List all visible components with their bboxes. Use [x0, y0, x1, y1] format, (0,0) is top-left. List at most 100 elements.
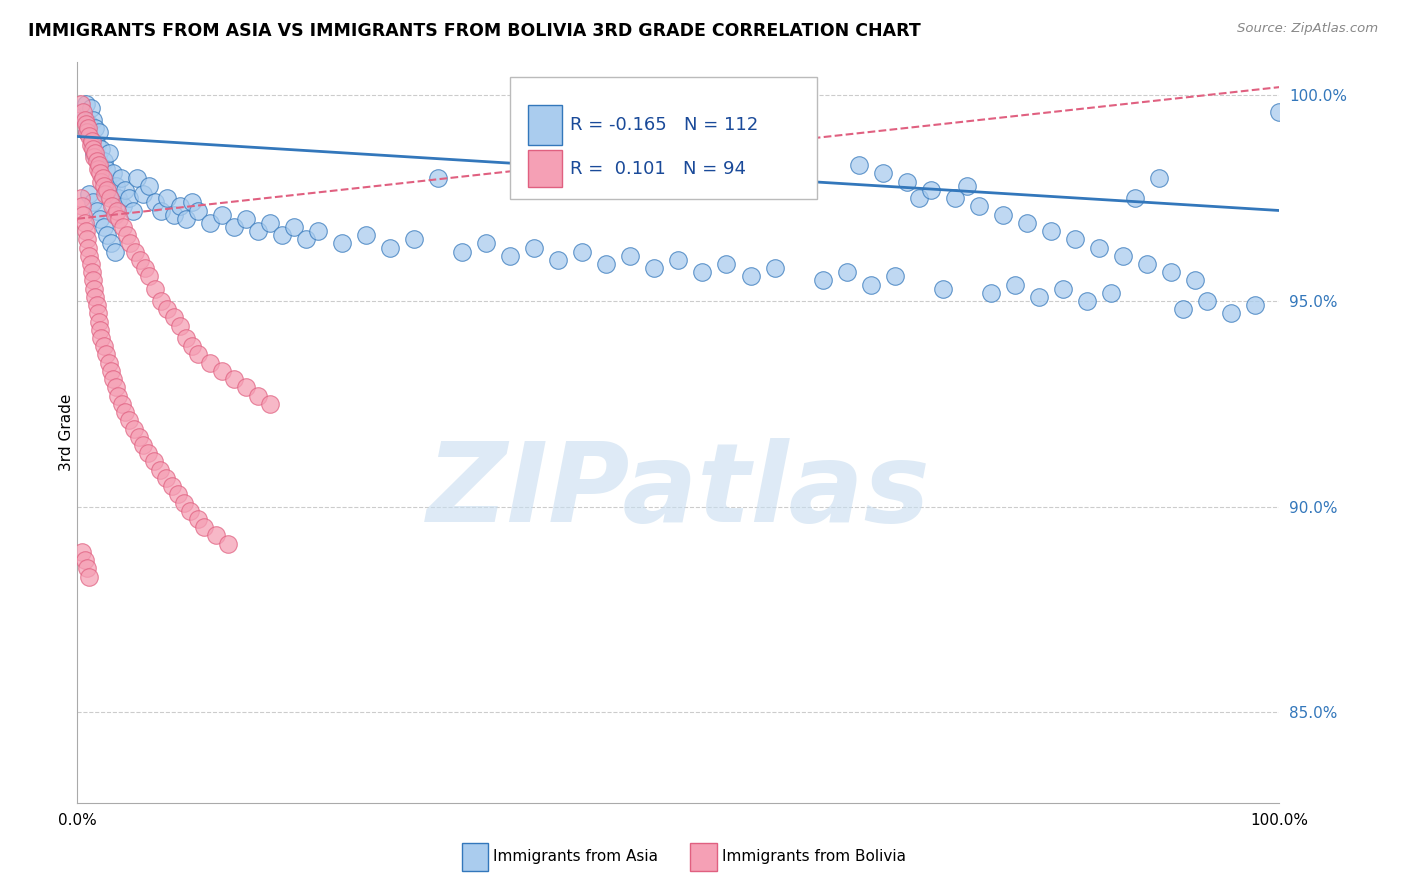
Point	[354, 228, 377, 243]
Point	[120, 236, 142, 251]
Point	[89, 166, 111, 180]
Point	[114, 183, 136, 197]
Point	[848, 158, 870, 172]
Point	[1244, 298, 1267, 312]
Point	[932, 282, 955, 296]
Point	[1220, 306, 1243, 320]
Point	[1173, 302, 1195, 317]
Point	[668, 252, 690, 267]
FancyBboxPatch shape	[529, 104, 562, 145]
Point	[111, 199, 134, 213]
Point	[547, 252, 569, 267]
Point	[70, 96, 93, 111]
Point	[475, 236, 498, 251]
Point	[103, 166, 125, 180]
Point	[811, 273, 834, 287]
Point	[86, 298, 108, 312]
Point	[162, 310, 184, 325]
Point	[643, 261, 665, 276]
Point	[75, 224, 97, 238]
FancyBboxPatch shape	[510, 78, 817, 200]
Point	[186, 512, 209, 526]
Point	[124, 244, 146, 259]
Point	[110, 170, 132, 185]
Point	[162, 208, 184, 222]
Point	[1160, 265, 1182, 279]
Point	[859, 277, 882, 292]
Point	[1197, 293, 1219, 308]
Point	[89, 211, 111, 226]
Point	[204, 528, 226, 542]
Point	[136, 446, 159, 460]
Point	[91, 170, 114, 185]
Point	[70, 545, 93, 559]
Text: IMMIGRANTS FROM ASIA VS IMMIGRANTS FROM BOLIVIA 3RD GRADE CORRELATION CHART: IMMIGRANTS FROM ASIA VS IMMIGRANTS FROM …	[28, 22, 921, 40]
Point	[72, 109, 94, 123]
Point	[198, 216, 221, 230]
Point	[115, 228, 138, 243]
Point	[1136, 257, 1159, 271]
Point	[73, 216, 96, 230]
Point	[87, 150, 110, 164]
Point	[103, 372, 125, 386]
Point	[104, 244, 127, 259]
Point	[330, 236, 353, 251]
Point	[235, 211, 257, 226]
Point	[180, 195, 202, 210]
Point	[217, 536, 239, 550]
Point	[83, 145, 105, 160]
Point	[76, 125, 98, 139]
Point	[143, 454, 166, 468]
Point	[82, 273, 104, 287]
Point	[94, 187, 117, 202]
Text: Immigrants from Asia: Immigrants from Asia	[494, 849, 658, 864]
Point	[896, 175, 918, 189]
Point	[75, 96, 97, 111]
Point	[132, 438, 155, 452]
Point	[84, 121, 107, 136]
Point	[307, 224, 329, 238]
Point	[619, 249, 641, 263]
Point	[1076, 293, 1098, 308]
Point	[186, 347, 209, 361]
Point	[96, 175, 118, 189]
Point	[118, 413, 141, 427]
Point	[980, 285, 1002, 300]
Point	[149, 462, 172, 476]
Point	[211, 364, 233, 378]
Point	[138, 269, 160, 284]
Point	[76, 561, 98, 575]
Point	[128, 252, 150, 267]
Point	[121, 203, 143, 218]
Point	[943, 191, 966, 205]
Point	[96, 162, 118, 177]
Point	[79, 569, 101, 583]
Point	[96, 347, 118, 361]
Point	[79, 101, 101, 115]
Point	[1149, 170, 1171, 185]
Point	[180, 339, 202, 353]
Point	[174, 331, 197, 345]
Text: Source: ZipAtlas.com: Source: ZipAtlas.com	[1237, 22, 1378, 36]
Point	[920, 183, 942, 197]
Point	[991, 208, 1014, 222]
Point	[96, 228, 118, 243]
Point	[145, 195, 167, 210]
Point	[118, 191, 141, 205]
Point	[246, 224, 269, 238]
Point	[111, 219, 134, 234]
Point	[294, 232, 316, 246]
Text: ZIPatlas: ZIPatlas	[426, 438, 931, 545]
Point	[127, 170, 149, 185]
Point	[1268, 104, 1291, 119]
Point	[97, 356, 120, 370]
Point	[956, 178, 979, 193]
Point	[83, 282, 105, 296]
Point	[84, 290, 107, 304]
Point	[1099, 285, 1122, 300]
Point	[169, 199, 191, 213]
Point	[79, 249, 101, 263]
Point	[93, 154, 115, 169]
Point	[763, 261, 786, 276]
Point	[87, 125, 110, 139]
